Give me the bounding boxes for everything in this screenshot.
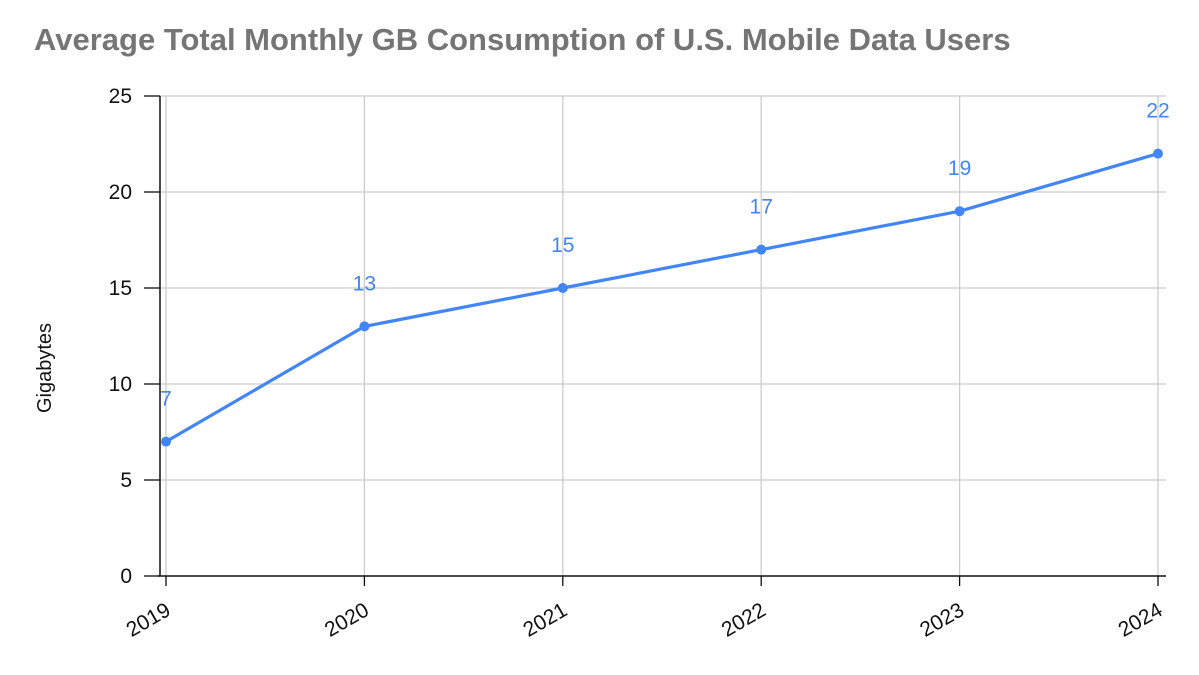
data-label: 15	[551, 234, 574, 257]
axes	[144, 95, 1166, 586]
x-tick-label: 2022	[718, 598, 770, 641]
x-tick-label: 2020	[321, 598, 373, 641]
data-point	[161, 436, 171, 447]
y-axis-label: Gigabytes	[34, 323, 56, 413]
y-tick-label: 20	[109, 181, 132, 204]
chart-title: Average Total Monthly GB Consumption of …	[34, 22, 1011, 57]
data-label: 13	[353, 272, 376, 295]
series-layer	[161, 148, 1163, 447]
y-tick-label: 15	[109, 277, 132, 300]
x-tick-label: 2019	[123, 598, 175, 641]
grid-lines	[158, 95, 1166, 576]
y-tick-label: 0	[120, 565, 132, 588]
x-tick-label: 2023	[916, 598, 968, 641]
data-label: 7	[160, 388, 172, 411]
x-tick-label: 2021	[519, 598, 571, 641]
data-label: 17	[750, 196, 773, 219]
data-point	[557, 283, 568, 293]
data-point	[954, 206, 965, 217]
series-line	[165, 152, 1159, 443]
y-tick-label: 25	[109, 85, 132, 108]
y-tick-label: 10	[109, 373, 132, 396]
x-tick-labels: 2019 2020 2021 2022 2023 2024	[123, 598, 1167, 641]
x-tick-label: 2024	[1115, 598, 1167, 641]
data-label: 19	[948, 157, 971, 180]
data-point	[359, 321, 370, 332]
y-tick-labels: 0 5 10 15 20 25	[109, 85, 132, 588]
data-labels: 7 13 15 17 19 22	[160, 100, 1170, 411]
y-tick-label: 5	[120, 469, 132, 492]
data-point	[1153, 148, 1163, 159]
data-label: 22	[1146, 100, 1169, 123]
data-point	[756, 244, 767, 255]
